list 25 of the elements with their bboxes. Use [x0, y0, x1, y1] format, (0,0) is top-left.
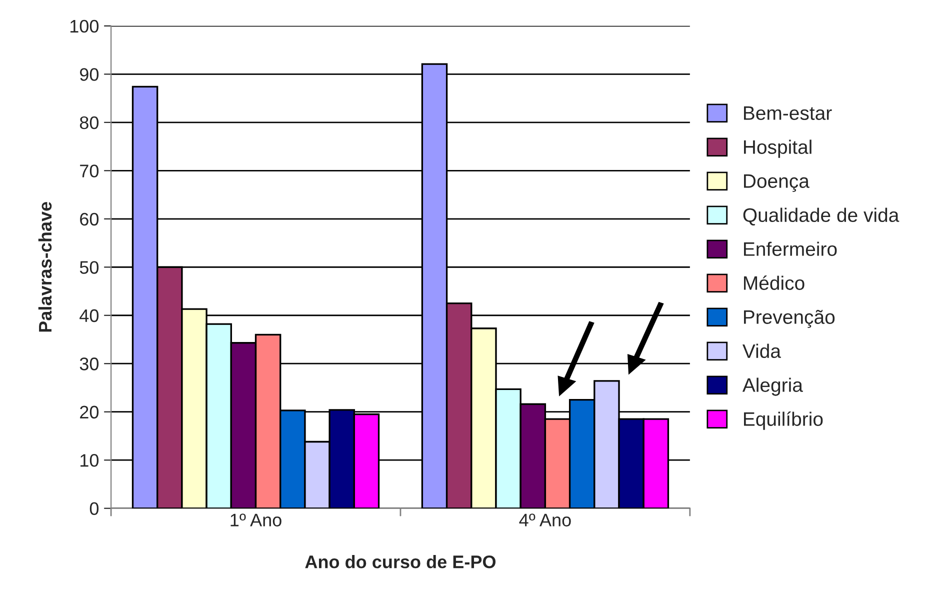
y-tick-label: 0 [90, 502, 99, 516]
y-tick-label: 30 [80, 358, 99, 370]
legend-label: Doença [744, 174, 810, 192]
y-tick-label: 60 [80, 212, 99, 226]
y-tick-label: 100 [70, 20, 99, 33]
x-axis-title: Ano do curso de E-PO [305, 555, 496, 568]
y-tick-label: 40 [80, 309, 99, 322]
legend-label: Alegria [742, 378, 803, 396]
legend-label: Vida [742, 344, 781, 358]
legend-label: Equilíbrio [744, 411, 823, 430]
y-tick-label: 90 [80, 68, 99, 81]
y-tick-label: 50 [80, 261, 99, 274]
legend-label: Bem-estar [744, 106, 832, 120]
y-axis-title: Palavras-chave [38, 202, 52, 332]
y-tick-label: 70 [80, 164, 99, 178]
x-tick-label: 1º Ano [230, 514, 282, 526]
legend-label: Prevenção [744, 310, 835, 328]
y-tick-label: 10 [80, 454, 99, 467]
x-tick-label: 4º Ano [519, 514, 571, 526]
y-tick-label: 80 [80, 116, 99, 130]
legend-label: Enfermeiro [744, 242, 837, 256]
legend-label: Hospital [744, 140, 812, 158]
legend-label: Qualidade de vida [743, 208, 900, 226]
legend-label: Médico [744, 275, 804, 290]
y-tick-label: 20 [80, 406, 99, 419]
